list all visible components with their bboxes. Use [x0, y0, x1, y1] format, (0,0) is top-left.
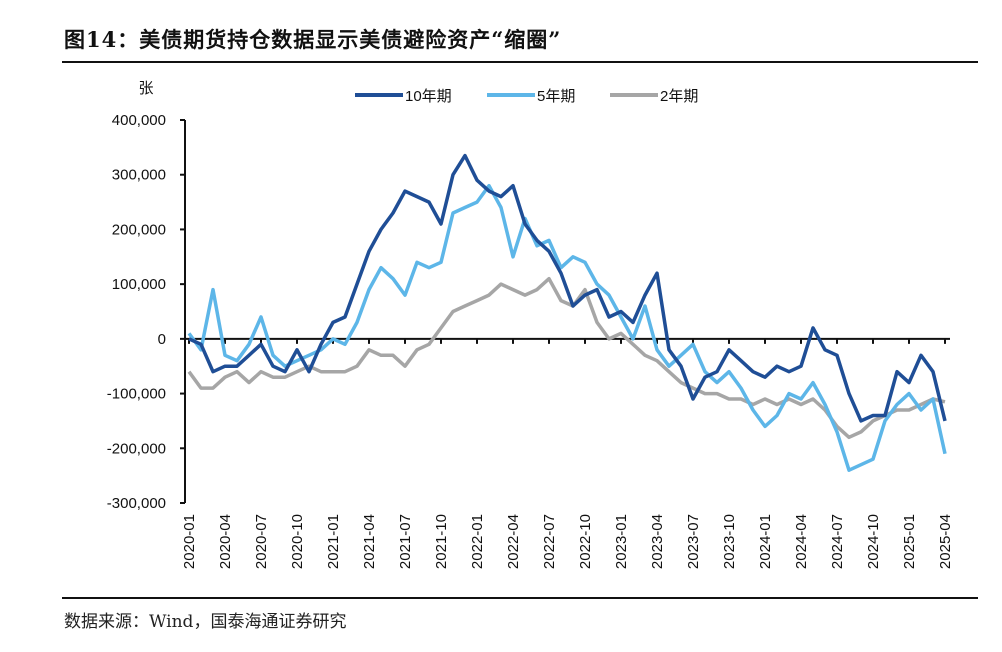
x-axis: 2020-01 2020-04 2020-07 2020-10 2021-01 2021-…	[181, 337, 954, 569]
y-axis: 400,000 300,000 200,000 100,000 0 -100,000 -20…	[107, 112, 186, 512]
x-tick-label: 2021-01	[325, 514, 342, 569]
y-tick-label: 200,000	[112, 221, 166, 238]
x-tick-label: 2024-04	[793, 514, 810, 569]
source-rule	[62, 597, 978, 599]
title-rule	[62, 61, 978, 63]
x-tick-label: 2021-07	[397, 514, 414, 569]
legend: 10年期 5年期 2年期	[355, 88, 698, 105]
x-tick-label: 2021-10	[433, 514, 450, 569]
series-line-10y	[188, 153, 947, 423]
y-tick-label: 400,000	[112, 112, 166, 129]
y-tick-label: -300,000	[107, 495, 166, 512]
series-line-5y	[187, 183, 947, 472]
y-tick-label: -100,000	[107, 386, 166, 403]
y-tick-label: -200,000	[107, 440, 166, 457]
legend-label: 10年期	[405, 88, 452, 105]
y-tick-label: 0	[158, 331, 166, 348]
x-tick-label: 2022-01	[469, 514, 486, 569]
x-tick-label: 2023-07	[685, 514, 702, 569]
figure-title: 图14：美债期货持仓数据显示美债避险资产“缩圈”	[64, 27, 562, 52]
x-tick-label: 2021-04	[361, 514, 378, 569]
y-axis-label: 张	[138, 80, 153, 97]
x-tick-label: 2024-10	[865, 514, 882, 569]
y-tick-label: 300,000	[112, 167, 166, 184]
x-tick-label: 2023-01	[613, 514, 630, 569]
x-tick-label: 2020-01	[181, 514, 198, 569]
x-tick-label: 2023-10	[721, 514, 738, 569]
x-tick-label: 2024-01	[757, 514, 774, 569]
x-tick-label: 2020-10	[289, 514, 306, 569]
x-tick-label: 2024-07	[829, 514, 846, 569]
x-tick-label: 2025-01	[901, 514, 918, 569]
series-lines	[187, 153, 947, 472]
source-note: 数据来源：Wind，国泰海通证券研究	[64, 612, 347, 632]
x-tick-label: 2022-07	[541, 514, 558, 569]
legend-label: 5年期	[537, 88, 575, 105]
series-line-2y	[187, 276, 946, 440]
legend-label: 2年期	[660, 88, 698, 105]
y-tick-label: 100,000	[112, 276, 166, 293]
x-tick-label: 2023-04	[649, 514, 666, 569]
x-tick-label: 2020-07	[253, 514, 270, 569]
x-tick-label: 2025-04	[937, 514, 954, 569]
x-tick-label: 2020-04	[217, 514, 234, 569]
x-tick-label: 2022-04	[505, 514, 522, 569]
x-tick-label: 2022-10	[577, 514, 594, 569]
